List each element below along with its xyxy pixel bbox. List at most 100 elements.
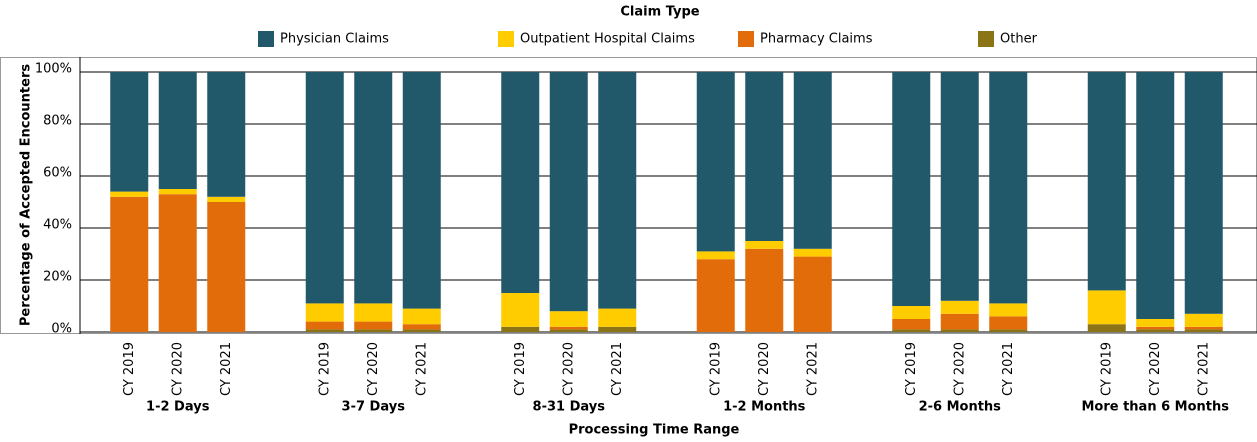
y-tick-label: 100% [35, 62, 72, 77]
group-label: 2-6 Months [919, 400, 1002, 415]
y-tick-label: 20% [43, 270, 72, 285]
bar-segment [354, 303, 393, 322]
x-tick-label: CY 2020 [1148, 342, 1163, 396]
x-tick-label: CY 2019 [122, 342, 137, 396]
x-tick-label: CY 2021 [1196, 342, 1211, 396]
legend-swatch [978, 31, 994, 47]
bar-segment [745, 241, 784, 249]
group-label: More than 6 Months [1081, 400, 1229, 415]
bar-segment [501, 72, 540, 293]
x-axis-title: Processing Time Range [569, 423, 740, 438]
y-tick-label: 80% [43, 114, 72, 129]
bar-segment [892, 72, 931, 306]
group-label: 1-2 Days [146, 400, 210, 415]
bar-segment [696, 259, 735, 332]
x-tick-label: CY 2020 [170, 342, 185, 396]
bar-segment [1136, 319, 1175, 327]
bar-segment [940, 313, 979, 330]
x-tick-label: CY 2020 [757, 342, 772, 396]
bar-segment [793, 72, 832, 249]
bar-segment [207, 202, 246, 332]
bar-segment [1136, 72, 1175, 319]
legend-label: Physician Claims [280, 32, 389, 47]
bar-segment [354, 329, 393, 332]
legend-label: Other [1000, 32, 1038, 47]
x-tick-label: CY 2021 [610, 342, 625, 396]
legend-label: Pharmacy Claims [760, 32, 873, 47]
bar-segment [110, 191, 149, 197]
legend-swatch [498, 31, 514, 47]
bar-segment [305, 329, 344, 332]
bar-segment [305, 72, 344, 304]
bar-segment [354, 72, 393, 304]
bar-segment [158, 194, 197, 332]
bar-segment [549, 72, 588, 312]
x-tick-label: CY 2019 [1099, 342, 1114, 396]
bar-segment [793, 248, 832, 257]
bar-segment [745, 248, 784, 332]
bar-segment [793, 256, 832, 332]
x-tick-label: CY 2020 [561, 342, 576, 396]
bar-segment [940, 300, 979, 314]
x-tick-label: CY 2021 [414, 342, 429, 396]
legend-swatch [258, 31, 274, 47]
bar-segment [892, 319, 931, 330]
bar-segment [940, 329, 979, 332]
group-label: 3-7 Days [342, 400, 406, 415]
bar-segment [1184, 313, 1223, 327]
y-axis-title: Percentage of Accepted Encounters [19, 64, 34, 326]
bar-segment [940, 72, 979, 301]
bar-segment [598, 308, 637, 327]
y-tick-label: 40% [43, 218, 72, 233]
bar-segment [501, 293, 540, 327]
bar-segment [110, 72, 149, 192]
group-label: 8-31 Days [533, 400, 606, 415]
legend-swatch [738, 31, 754, 47]
bar-segment [892, 306, 931, 319]
bar-segment [354, 321, 393, 330]
bar-segment [402, 329, 441, 332]
bar-segment [1087, 324, 1126, 332]
bar-segment [158, 189, 197, 195]
bar-segment [1136, 329, 1175, 332]
bar-segment [305, 321, 344, 330]
bar-segment [1136, 326, 1175, 330]
bar-segment [402, 72, 441, 309]
bar-segment [549, 311, 588, 327]
x-tick-label: CY 2019 [317, 342, 332, 396]
bar-segment [207, 72, 246, 197]
bar-segment [207, 196, 246, 202]
bar-segment [402, 308, 441, 325]
x-tick-label: CY 2020 [952, 342, 967, 396]
bar-segment [598, 72, 637, 309]
legend-label: Outpatient Hospital Claims [520, 32, 695, 47]
bar-segment [696, 72, 735, 252]
x-tick-label: CY 2019 [904, 342, 919, 396]
legend-title: Claim Type [620, 5, 699, 20]
bar-segment [989, 303, 1028, 317]
x-tick-label: CY 2021 [219, 342, 234, 396]
y-tick-label: 60% [43, 166, 72, 181]
bar-segment [1184, 326, 1223, 330]
bar-segment [989, 329, 1028, 332]
bar-segment [1184, 329, 1223, 332]
bar-segment [305, 303, 344, 322]
x-tick-label: CY 2021 [805, 342, 820, 396]
bar-segment [1087, 290, 1126, 325]
bar-segment [501, 326, 540, 332]
bar-segment [549, 329, 588, 332]
bar-segment [1184, 72, 1223, 314]
x-tick-label: CY 2019 [513, 342, 528, 396]
bar-segment [549, 326, 588, 330]
bar-segment [892, 329, 931, 332]
bar-segment [989, 72, 1028, 304]
bar-segment [402, 324, 441, 330]
bar-segment [696, 251, 735, 260]
bar-segment [745, 72, 784, 241]
x-tick-label: CY 2020 [366, 342, 381, 396]
bar-segment [598, 326, 637, 332]
x-tick-label: CY 2021 [1001, 342, 1016, 396]
group-label: 1-2 Months [723, 400, 806, 415]
bar-segment [158, 72, 197, 189]
